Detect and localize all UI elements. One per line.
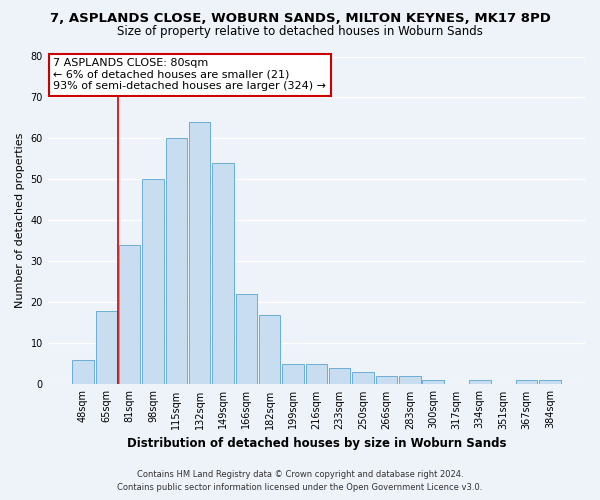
Y-axis label: Number of detached properties: Number of detached properties: [15, 133, 25, 308]
Text: Contains HM Land Registry data © Crown copyright and database right 2024.
Contai: Contains HM Land Registry data © Crown c…: [118, 470, 482, 492]
Bar: [305, 364, 327, 384]
Text: 7, ASPLANDS CLOSE, WOBURN SANDS, MILTON KEYNES, MK17 8PD: 7, ASPLANDS CLOSE, WOBURN SANDS, MILTON …: [50, 12, 550, 26]
Bar: [212, 163, 234, 384]
Text: Size of property relative to detached houses in Woburn Sands: Size of property relative to detached ho…: [117, 25, 483, 38]
Bar: [329, 368, 350, 384]
Bar: [72, 360, 94, 384]
Bar: [166, 138, 187, 384]
Bar: [376, 376, 397, 384]
Bar: [142, 180, 164, 384]
Bar: [283, 364, 304, 384]
X-axis label: Distribution of detached houses by size in Woburn Sands: Distribution of detached houses by size …: [127, 437, 506, 450]
Bar: [236, 294, 257, 384]
Bar: [469, 380, 491, 384]
Bar: [352, 372, 374, 384]
Bar: [259, 314, 280, 384]
Bar: [516, 380, 537, 384]
Text: 7 ASPLANDS CLOSE: 80sqm
← 6% of detached houses are smaller (21)
93% of semi-det: 7 ASPLANDS CLOSE: 80sqm ← 6% of detached…: [53, 58, 326, 92]
Bar: [189, 122, 211, 384]
Bar: [119, 245, 140, 384]
Bar: [399, 376, 421, 384]
Bar: [422, 380, 444, 384]
Bar: [95, 310, 117, 384]
Bar: [539, 380, 560, 384]
